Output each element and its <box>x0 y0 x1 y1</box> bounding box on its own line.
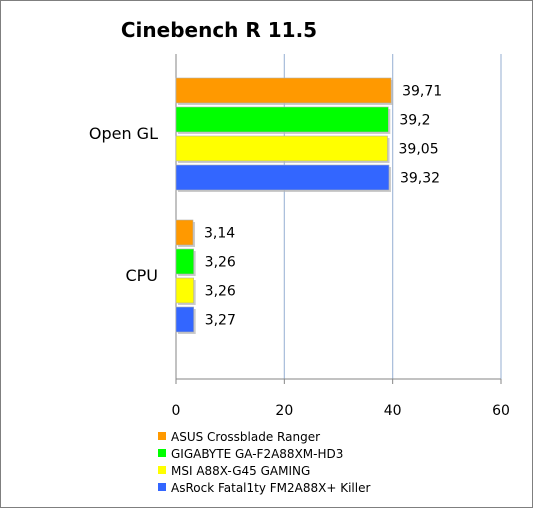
x-tick-label-0: 0 <box>172 403 181 419</box>
legend: ASUS Crossblade Ranger GIGABYTE GA-F2A88X… <box>158 430 370 495</box>
plot-area: 0 20 40 60 Open GL 39,71 39,2 39,05 39,32 CPU 3,14… <box>89 54 510 419</box>
bar-value-label: 39,2 <box>399 113 430 129</box>
bar-value-label: 3,26 <box>205 255 236 271</box>
legend-swatch-0 <box>158 432 166 440</box>
bar-0-3 <box>175 164 390 191</box>
legend-label-2: MSI A88X-G45 GAMING <box>171 464 310 478</box>
chart-title: Cinebench R 11.5 <box>121 18 317 42</box>
category-label-0: Open GL <box>89 124 158 143</box>
x-tick-label-60: 60 <box>492 403 510 419</box>
bar-value-label: 3,26 <box>205 284 236 300</box>
x-tick-label-20: 20 <box>275 403 293 419</box>
bar-value-label: 39,71 <box>402 84 442 100</box>
bar-value-label: 39,32 <box>400 171 440 187</box>
bar-1-1 <box>175 248 194 275</box>
legend-label-3: AsRock Fatal1ty FM2A88X+ Killer <box>171 481 370 495</box>
bar-1-2 <box>175 277 194 304</box>
legend-swatch-1 <box>158 449 166 457</box>
bar-0-1 <box>175 106 389 133</box>
legend-label-0: ASUS Crossblade Ranger <box>171 430 320 444</box>
bar-1-0 <box>175 219 194 246</box>
bar-1-3 <box>175 306 195 333</box>
legend-swatch-2 <box>158 466 166 474</box>
x-tick-label-40: 40 <box>384 403 402 419</box>
bar-value-label: 3,14 <box>204 226 235 242</box>
bar-value-label: 39,05 <box>399 142 439 158</box>
category-label-1: CPU <box>125 266 158 285</box>
legend-swatch-3 <box>158 483 166 491</box>
bar-0-0 <box>175 77 392 104</box>
bar-value-label: 3,27 <box>205 313 236 329</box>
legend-label-1: GIGABYTE GA-F2A88XM-HD3 <box>171 447 343 461</box>
bar-0-2 <box>175 135 388 162</box>
